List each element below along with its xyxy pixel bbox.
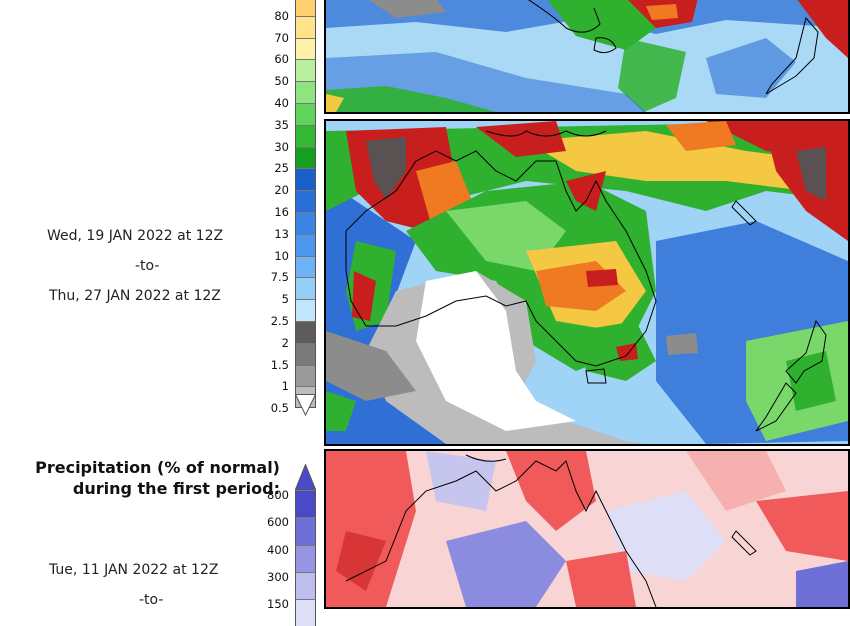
percent-colorbar [295,464,316,626]
colorbar-tick-label: 13 [274,226,289,241]
colorbar-segment [295,146,316,169]
colorbar-tick-label: 2.5 [270,314,289,328]
colorbar-segment [295,233,316,256]
percent-normal-title-line1: Precipitation (% of normal) [35,458,280,477]
colorbar-tick-label: 60 [274,52,289,67]
precip-map-panel-previous [324,0,850,114]
percent-colorbar-segment [295,599,316,626]
colorbar-tick-label: 30 [274,139,289,154]
colorbar-segment [295,299,316,321]
percent-colorbar-segment [295,544,316,572]
colorbar-tick-label: 2 [281,335,289,350]
colorbar-segment [295,190,316,212]
precip-map-panel-main [324,119,850,446]
colorbar-segment [295,37,316,60]
colorbar-tick-label: 7.5 [270,270,289,285]
colorbar-segment [295,168,316,191]
percent-colorbar-tick-label: 800 [267,488,289,502]
colorbar-tick-label: 35 [274,117,289,132]
colorbar-segment [295,342,316,365]
colorbar-segment [295,364,316,387]
colorbar-tick-label: 16 [274,205,289,219]
period-end-label: Thu, 27 JAN 2022 at 12Z [49,288,221,304]
period-separator-label: -to- [135,258,160,274]
colorbar-segment [295,0,316,16]
percent-colorbar-segment [295,517,316,545]
precip-colorbar [295,0,316,416]
colorbar-tick-label: 1 [281,379,289,394]
colorbar-segment [295,59,316,82]
percent-normal-title-line2: during the first period: [72,479,280,498]
colorbar-tick-label: 20 [274,183,289,198]
colorbar-segment [295,103,316,125]
first-period-separator-label: -to- [139,592,164,608]
colorbar-tick-label: 10 [274,248,289,263]
colorbar-tick-label: 1.5 [270,357,289,372]
percent-colorbar-arrow-icon [295,464,316,490]
colorbar-segment [295,81,316,103]
colorbar-tick-label: 0.5 [270,401,289,416]
first-period-start-label: Tue, 11 JAN 2022 at 12Z [49,562,219,578]
colorbar-tick-label: 40 [274,96,289,110]
colorbar-frame [295,0,316,409]
percent-colorbar-tick-label: 150 [267,597,289,612]
colorbar-segment [295,321,316,343]
percent-colorbar-segment [295,571,316,600]
percent-colorbar-segment [295,490,316,518]
colorbar-arrow-icon [295,394,316,416]
percent-normal-map-panel [324,449,850,609]
colorbar-segment [295,124,316,147]
colorbar-tick-label: 25 [274,161,289,176]
colorbar-segment [295,15,316,38]
colorbar-tick-label: 70 [274,30,289,45]
colorbar-segment [295,277,316,300]
percent-colorbar-tick-label: 600 [267,515,289,530]
colorbar-tick-label: 80 [274,8,289,23]
period-start-label: Wed, 19 JAN 2022 at 12Z [47,228,224,244]
percent-colorbar-tick-label: 300 [267,569,289,584]
colorbar-tick-label: 5 [281,292,289,307]
colorbar-segment [295,212,316,234]
percent-colorbar-tick-label: 400 [267,542,289,557]
colorbar-tick-label: 50 [274,74,289,89]
colorbar-segment [295,255,316,278]
percent-normal-title: Precipitation (% of normal) during the f… [35,457,280,499]
